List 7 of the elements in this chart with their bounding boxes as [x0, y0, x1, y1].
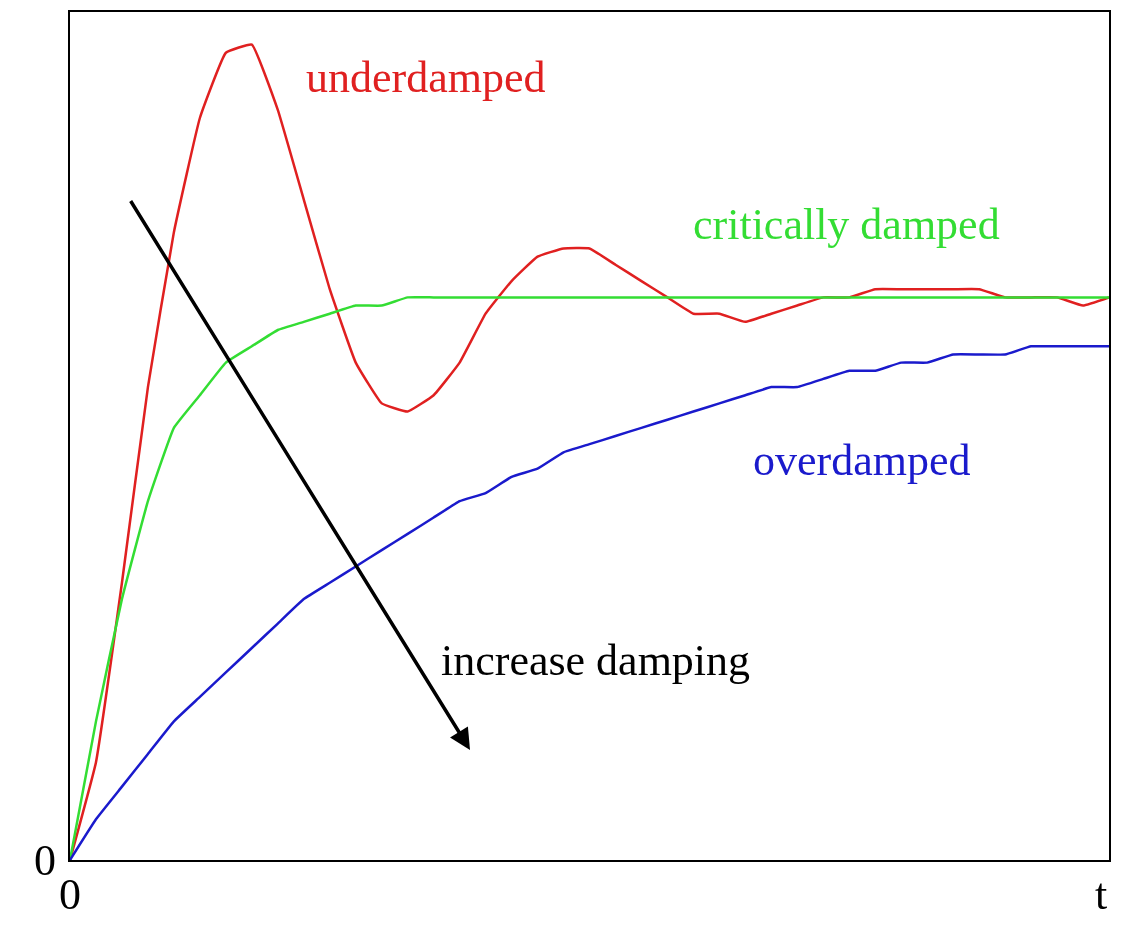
- x-axis-title: t: [1095, 870, 1108, 919]
- series-label: overdamped: [753, 436, 971, 485]
- text: 0: [34, 836, 56, 885]
- series-label: underdamped: [306, 53, 546, 102]
- series-label: critically damped: [693, 200, 1000, 249]
- text: 0: [59, 870, 81, 919]
- annotation: increase damping: [441, 636, 751, 685]
